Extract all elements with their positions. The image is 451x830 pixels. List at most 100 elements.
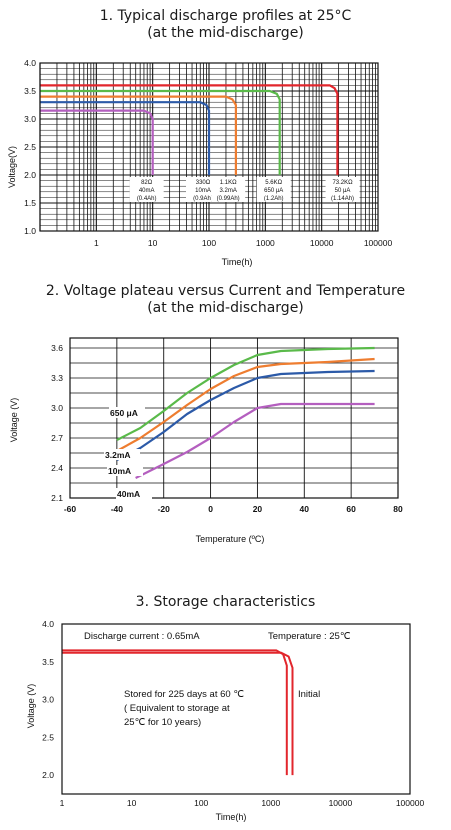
chart1-frame <box>39 62 379 232</box>
chart1-annotation-line: (0.9Ah) <box>193 196 213 202</box>
chart3-y-ticks: 2.0 2.5 3.0 3.5 4.0 <box>42 619 54 780</box>
chart1-x-axis-label: Time(h) <box>222 257 253 267</box>
discharge-profiles-chart: 82Ω 40mA (0.4Ah) 330Ω 10mA (0.9Ah) 1.1KΩ 3.2mA (… <box>7 58 392 267</box>
chart1-annotation-line: 1.1KΩ <box>220 180 237 186</box>
chart1-series-line <box>40 89 281 175</box>
chart1-annotation-line: (1.2Ah) <box>264 196 284 202</box>
chart3-y-tick-label: 3.5 <box>42 657 54 667</box>
chart1-annotation-line: 650 μA <box>264 188 283 194</box>
chart1-x-tick-label: 100000 <box>364 238 393 248</box>
chart2-series-label: 40mA <box>117 489 140 499</box>
chart1-annotation-bg <box>211 177 246 202</box>
chart1-annotation-line: 3.2mA <box>220 188 237 194</box>
chart1-y-tick-label: 4.0 <box>24 58 36 68</box>
chart3-x-ticks: 1 10 100 1000 10000 100000 <box>60 798 425 808</box>
chart2-y-tick-label: 2.1 <box>51 493 63 503</box>
storage-characteristics-chart: 2.0 2.5 3.0 3.5 4.0 1 10 100 1000 10000 100000 Di… <box>26 619 425 822</box>
chart1-series-line <box>40 101 211 175</box>
chart2-series <box>116 346 375 479</box>
chart1-annotation-bg <box>325 177 360 202</box>
chart3-note-temperature: Temperature : 25℃ <box>268 631 351 642</box>
chart1-annotation-line: 50 μA <box>335 188 351 194</box>
chart1-x-tick-label: 10000 <box>310 238 334 248</box>
chart3-y-tick-label: 4.0 <box>42 619 54 629</box>
chart2-x-tick-label: 0 <box>208 504 213 514</box>
chart3-series-line <box>62 651 294 776</box>
chart3-note-initial: Initial <box>298 689 320 700</box>
chart1-series <box>40 84 339 175</box>
chart2-series-label-bg <box>109 407 145 418</box>
chart2-x-tick-label: 80 <box>393 504 403 514</box>
chart1-y-tick-label: 3.0 <box>24 114 36 124</box>
chart2-y-tick-label: 3.0 <box>51 403 63 413</box>
chart3-series <box>62 649 294 776</box>
voltage-plateau-chart: 2.1 2.4 2.7 3.0 3.3 3.6 -60 -40 -20 0 20 40 60 80 65… <box>9 337 403 544</box>
chart2-x-tick-label: -60 <box>64 504 77 514</box>
chart3-y-axis-label: Voltage (V) <box>26 684 36 729</box>
chart2-x-tick-label: 60 <box>346 504 356 514</box>
chart2-series-label-bg <box>104 449 140 460</box>
chart1-x-tick-label: 10 <box>148 238 158 248</box>
chart1-y-axis-label: Voltage(V) <box>7 146 17 188</box>
chart1-series-line <box>40 95 237 175</box>
chart2-y-tick-label: 3.3 <box>51 373 63 383</box>
chart3-x-tick-label: 100 <box>194 798 208 808</box>
chart1-x-tick-label: 100 <box>202 238 216 248</box>
chart2-y-ticks: 2.1 2.4 2.7 3.0 3.3 3.6 <box>51 343 63 503</box>
chart1-x-tick-label: 1 <box>94 238 99 248</box>
chart2-subtitle: (at the mid-discharge) <box>147 300 304 316</box>
chart2-series-line <box>116 346 375 441</box>
chart2-series-label: 10mA <box>108 466 131 476</box>
chart1-annotation-line: (0.99Ah) <box>217 196 240 202</box>
chart1-title: 1. Typical discharge profiles at 25°C <box>99 8 352 24</box>
chart3-y-tick-label: 2.5 <box>42 732 54 742</box>
chart1-y-tick-label: 1.0 <box>24 226 36 236</box>
chart3-note-stored-3: 25℃ for 10 years) <box>124 717 201 728</box>
chart1-annotation-line: 330Ω <box>196 180 211 186</box>
chart3-x-tick-label: 100000 <box>396 798 425 808</box>
chart2-x-tick-label: -40 <box>111 504 124 514</box>
chart1-subtitle: (at the mid-discharge) <box>147 25 304 41</box>
chart1-y-ticks: 1.0 1.5 2.0 2.5 3.0 3.5 4.0 <box>24 58 36 236</box>
chart2-title: 2. Voltage plateau versus Current and Te… <box>45 283 406 299</box>
chart1-y-tick-label: 2.5 <box>24 142 36 152</box>
chart3-title: 3. Storage characteristics <box>135 594 316 610</box>
chart3-note-stored-1: Stored for 225 days at 60 ℃ <box>124 689 244 700</box>
chart1-y-tick-label: 3.5 <box>24 86 36 96</box>
chart1-x-ticks: 1 10 100 1000 10000 100000 <box>94 238 392 248</box>
chart2-series-labels: 650 μA 3.2mA 10mA 40mA <box>104 407 152 499</box>
chart2-series-label-bg <box>107 465 143 476</box>
chart3-x-tick-label: 10000 <box>329 798 353 808</box>
chart2-y-tick-label: 2.4 <box>51 463 63 473</box>
chart3-note-stored-2: ( Equivalent to storage at <box>124 703 230 714</box>
chart2-frame <box>69 337 399 499</box>
chart2-series-line <box>135 402 375 479</box>
chart3-x-tick-label: 1000 <box>261 798 280 808</box>
chart1-annotation-line: 5.6KΩ <box>265 180 282 186</box>
chart1-y-tick-label: 1.5 <box>24 198 36 208</box>
chart2-series-line <box>116 357 375 452</box>
chart3-note-current: Discharge current : 0.65mA <box>84 631 200 642</box>
chart1-annotation-line: 73.2KΩ <box>332 180 353 186</box>
chart3-y-tick-label: 3.0 <box>42 695 54 705</box>
chart1-annotation-line: 82Ω <box>141 180 153 186</box>
chart3-x-tick-label: 10 <box>127 798 137 808</box>
chart2-y-axis-label: Voltage (V) <box>9 398 19 443</box>
chart1-series-line <box>40 109 154 175</box>
chart2-series-label-bg <box>116 488 152 499</box>
chart1-annotation-line: 10mA <box>195 188 211 194</box>
chart2-y-tick-label: 2.7 <box>51 433 63 443</box>
chart3-x-tick-label: 1 <box>60 798 65 808</box>
chart2-x-tick-label: -20 <box>158 504 171 514</box>
chart1-series-line <box>40 84 339 175</box>
chart1-annotations: 82Ω 40mA (0.4Ah) 330Ω 10mA (0.9Ah) 1.1KΩ 3.2mA (… <box>129 177 360 202</box>
chart1-annotation-line: 40mA <box>139 188 155 194</box>
chart3-y-tick-label: 2.0 <box>42 770 54 780</box>
chart1-annotation-line: (0.4Ah) <box>137 196 157 202</box>
chart3-x-axis-label: Time(h) <box>216 812 247 822</box>
chart2-x-axis-label: Temperature (ºC) <box>196 534 265 544</box>
chart1-annotation-line: (1.14Ah) <box>331 196 354 202</box>
chart2-x-tick-label: 20 <box>253 504 263 514</box>
chart1-annotation-bg <box>256 177 291 202</box>
chart2-series-label: 3.2mA <box>105 450 131 460</box>
